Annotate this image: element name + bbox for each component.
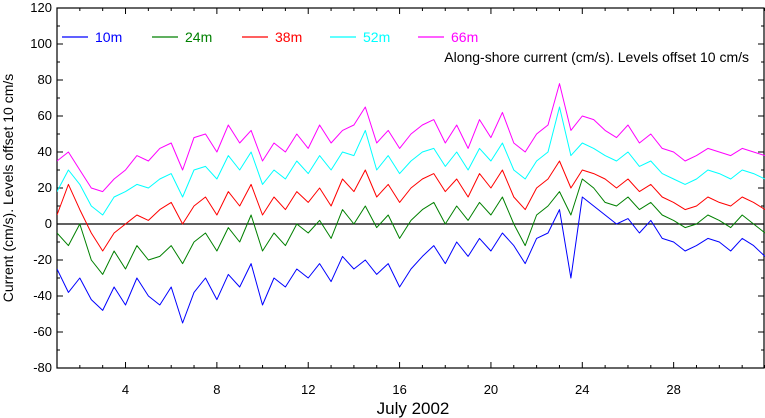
legend: 10m 24m 38m 52m 66m [62, 29, 478, 45]
y-tick-label: -80 [33, 360, 52, 375]
y-tick-label: 60 [38, 108, 52, 123]
x-tick-label: 4 [122, 382, 129, 397]
chart-annotation: Along-shore current (cm/s). Levels offse… [444, 49, 749, 65]
x-axis-label: July 2002 [377, 399, 450, 418]
legend-label-66m: 66m [451, 29, 478, 45]
y-tick-label: 40 [38, 144, 52, 159]
series-line-38m [57, 160, 765, 252]
x-tick-label: 28 [666, 382, 680, 397]
series-line-66m [57, 83, 765, 193]
y-tick-label: -40 [33, 288, 52, 303]
x-tick-label: 16 [392, 382, 406, 397]
y-tick-label: 120 [30, 0, 52, 15]
legend-label-10m: 10m [95, 29, 122, 45]
legend-label-52m: 52m [363, 29, 390, 45]
x-tick-label: 20 [484, 382, 498, 397]
series-line-52m [57, 106, 765, 216]
y-tick-label: -60 [33, 324, 52, 339]
legend-label-24m: 24m [185, 29, 212, 45]
y-tick-label: 100 [30, 36, 52, 51]
legend-label-38m: 38m [275, 29, 302, 45]
series-line-10m [57, 196, 765, 324]
series-line-24m [57, 178, 765, 275]
x-tick-label: 24 [575, 382, 589, 397]
x-tick-label: 8 [213, 382, 220, 397]
y-tick-label: 80 [38, 72, 52, 87]
axes: -80 -60 -40 -20 0 20 40 60 80 100 120 4 8 12 16 20 24 28 [30, 0, 765, 397]
y-tick-label: 20 [38, 180, 52, 195]
y-tick-label: -20 [33, 252, 52, 267]
y-axis-label: Current (cm/s). Levels offset 10 cm/s [0, 74, 16, 302]
series-group [57, 83, 765, 324]
y-tick-label: 0 [45, 216, 52, 231]
x-tick-label: 12 [301, 382, 315, 397]
